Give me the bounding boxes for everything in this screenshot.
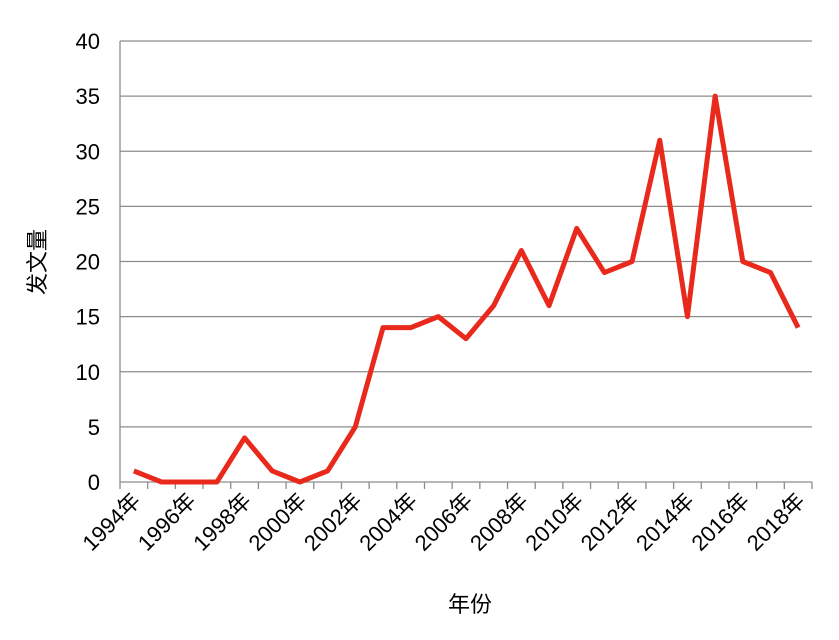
y-tick-label: 15 — [76, 305, 100, 330]
x-tick-label: 1998年 — [188, 488, 256, 556]
y-tick-label: 5 — [88, 415, 100, 440]
y-tick-label: 20 — [76, 250, 100, 275]
y-tick-label: 10 — [76, 360, 100, 385]
y-tick-label: 40 — [76, 29, 100, 54]
x-tick-label: 2004年 — [354, 488, 422, 556]
x-tick-label: 2014年 — [631, 488, 699, 556]
x-tick-label: 2010年 — [520, 488, 588, 556]
x-tick-label: 2000年 — [244, 488, 312, 556]
y-tick-label: 30 — [76, 139, 100, 164]
x-tick-label: 1996年 — [133, 488, 201, 556]
line-series — [132, 93, 801, 485]
x-tick-label: 2002年 — [299, 488, 367, 556]
x-axis-title: 年份 — [448, 592, 492, 617]
x-tick-label: 2006年 — [410, 488, 478, 556]
x-tick-label: 2018年 — [742, 488, 810, 556]
y-tick-label: 35 — [76, 84, 100, 109]
y-tick-label: 0 — [88, 470, 100, 495]
x-tick-label: 2016年 — [686, 488, 754, 556]
y-tick-label: 25 — [76, 194, 100, 219]
x-tick-label: 2008年 — [465, 488, 533, 556]
x-tick-label: 1994年 — [78, 488, 146, 556]
x-tick-label: 2012年 — [576, 488, 644, 556]
y-axis-title: 发文量 — [25, 229, 50, 295]
